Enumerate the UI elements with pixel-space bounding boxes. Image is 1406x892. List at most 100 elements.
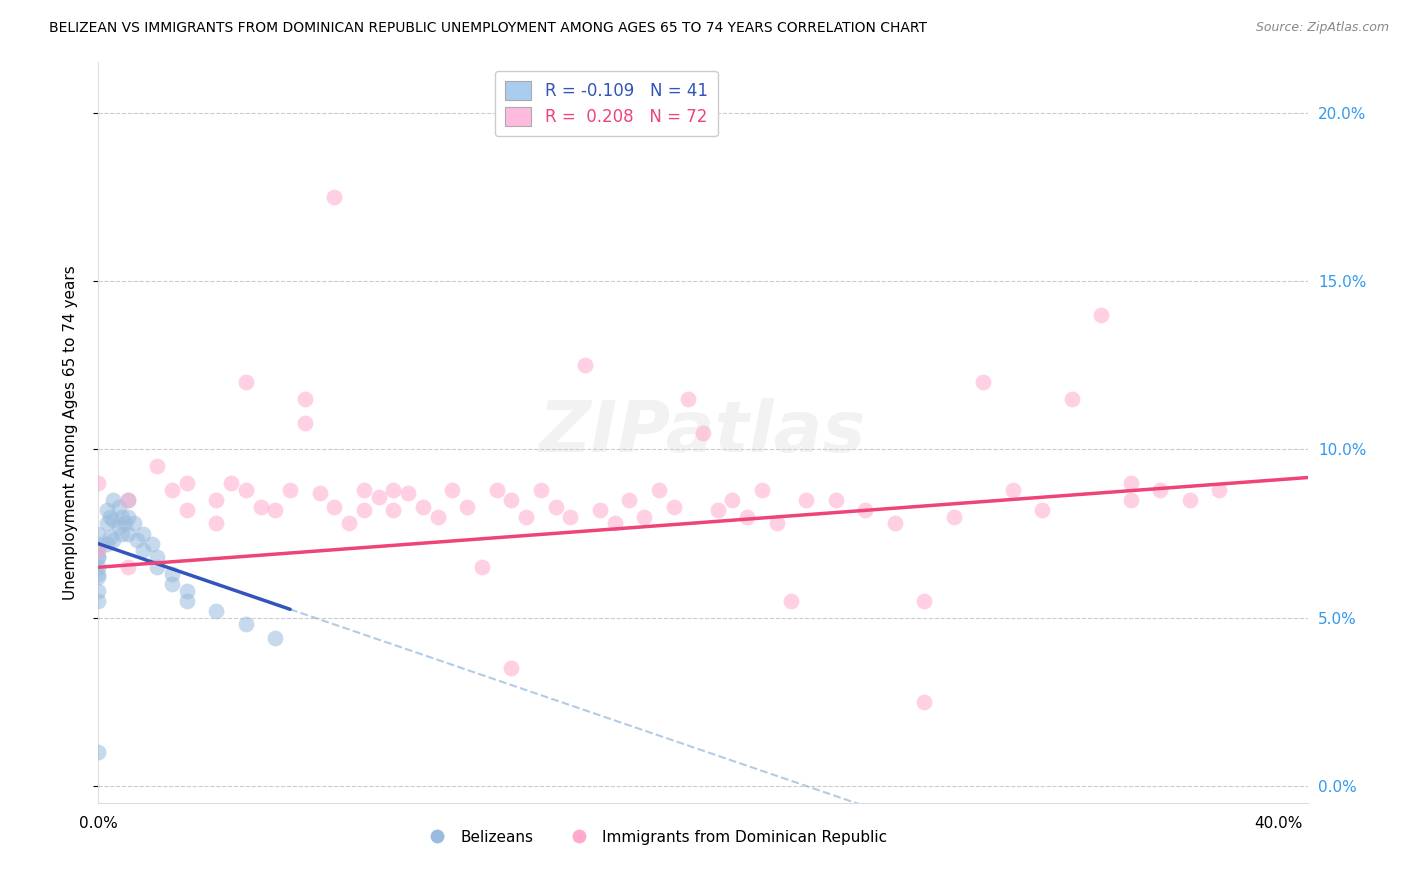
Point <box>235 617 257 632</box>
Point <box>87 526 110 541</box>
Point <box>633 509 655 524</box>
Point <box>87 536 110 550</box>
Point <box>353 503 375 517</box>
Point <box>219 476 242 491</box>
Point <box>1208 483 1230 497</box>
Point <box>125 533 148 548</box>
Point <box>692 425 714 440</box>
Point <box>441 483 464 497</box>
Point <box>122 516 145 531</box>
Point <box>308 486 330 500</box>
Point <box>87 566 110 581</box>
Point <box>101 513 124 527</box>
Point <box>87 594 110 608</box>
Point <box>1001 483 1024 497</box>
Point <box>382 483 405 497</box>
Point <box>294 416 316 430</box>
Point <box>117 492 139 507</box>
Point <box>1090 308 1112 322</box>
Point <box>337 516 360 531</box>
Point <box>912 594 935 608</box>
Point <box>367 490 389 504</box>
Point <box>1119 492 1142 507</box>
Point <box>412 500 434 514</box>
Point <box>108 500 131 514</box>
Point <box>912 695 935 709</box>
Point <box>98 530 121 544</box>
Point <box>942 509 965 524</box>
Point <box>883 516 905 531</box>
Point <box>131 543 153 558</box>
Text: Source: ZipAtlas.com: Source: ZipAtlas.com <box>1256 21 1389 34</box>
Point <box>972 375 994 389</box>
Y-axis label: Unemployment Among Ages 65 to 74 years: Unemployment Among Ages 65 to 74 years <box>63 265 77 600</box>
Point <box>87 583 110 598</box>
Point <box>117 560 139 574</box>
Point <box>515 509 537 524</box>
Point <box>456 500 478 514</box>
Point <box>131 526 153 541</box>
Point <box>1178 492 1201 507</box>
Point <box>662 500 685 514</box>
Point <box>1149 483 1171 497</box>
Point <box>111 509 134 524</box>
Point <box>176 476 198 491</box>
Point <box>353 483 375 497</box>
Point <box>96 536 118 550</box>
Point <box>176 594 198 608</box>
Point <box>648 483 671 497</box>
Point <box>176 583 198 598</box>
Point <box>426 509 449 524</box>
Point <box>108 520 131 534</box>
Point <box>87 476 110 491</box>
Legend: Belizeans, Immigrants from Dominican Republic: Belizeans, Immigrants from Dominican Rep… <box>416 823 893 851</box>
Point <box>235 483 257 497</box>
Point <box>117 492 139 507</box>
Point <box>721 492 744 507</box>
Point <box>98 509 121 524</box>
Text: BELIZEAN VS IMMIGRANTS FROM DOMINICAN REPUBLIC UNEMPLOYMENT AMONG AGES 65 TO 74 : BELIZEAN VS IMMIGRANTS FROM DOMINICAN RE… <box>49 21 927 35</box>
Point <box>205 604 228 618</box>
Text: ZIPatlas: ZIPatlas <box>540 398 866 467</box>
Point <box>264 503 287 517</box>
Point <box>249 500 271 514</box>
Point <box>235 375 257 389</box>
Point <box>101 492 124 507</box>
Point <box>1031 503 1053 517</box>
Point <box>101 533 124 548</box>
Point <box>619 492 641 507</box>
Point <box>560 509 582 524</box>
Point <box>96 516 118 531</box>
Point <box>396 486 419 500</box>
Point <box>111 526 134 541</box>
Point <box>735 509 758 524</box>
Point <box>264 631 287 645</box>
Point <box>765 516 787 531</box>
Point <box>160 483 183 497</box>
Point <box>87 550 110 565</box>
Point <box>574 359 596 373</box>
Point <box>146 550 169 565</box>
Point <box>751 483 773 497</box>
Point <box>205 492 228 507</box>
Point <box>87 570 110 584</box>
Point <box>141 536 163 550</box>
Point <box>160 566 183 581</box>
Point <box>603 516 626 531</box>
Point <box>485 483 508 497</box>
Point <box>176 503 198 517</box>
Point <box>853 503 876 517</box>
Point <box>117 526 139 541</box>
Point <box>117 509 139 524</box>
Point <box>780 594 803 608</box>
Point <box>589 503 612 517</box>
Point <box>382 503 405 517</box>
Point <box>96 503 118 517</box>
Point <box>1119 476 1142 491</box>
Point <box>87 550 110 565</box>
Point <box>294 392 316 406</box>
Point <box>530 483 553 497</box>
Point <box>278 483 301 497</box>
Point <box>146 560 169 574</box>
Point <box>205 516 228 531</box>
